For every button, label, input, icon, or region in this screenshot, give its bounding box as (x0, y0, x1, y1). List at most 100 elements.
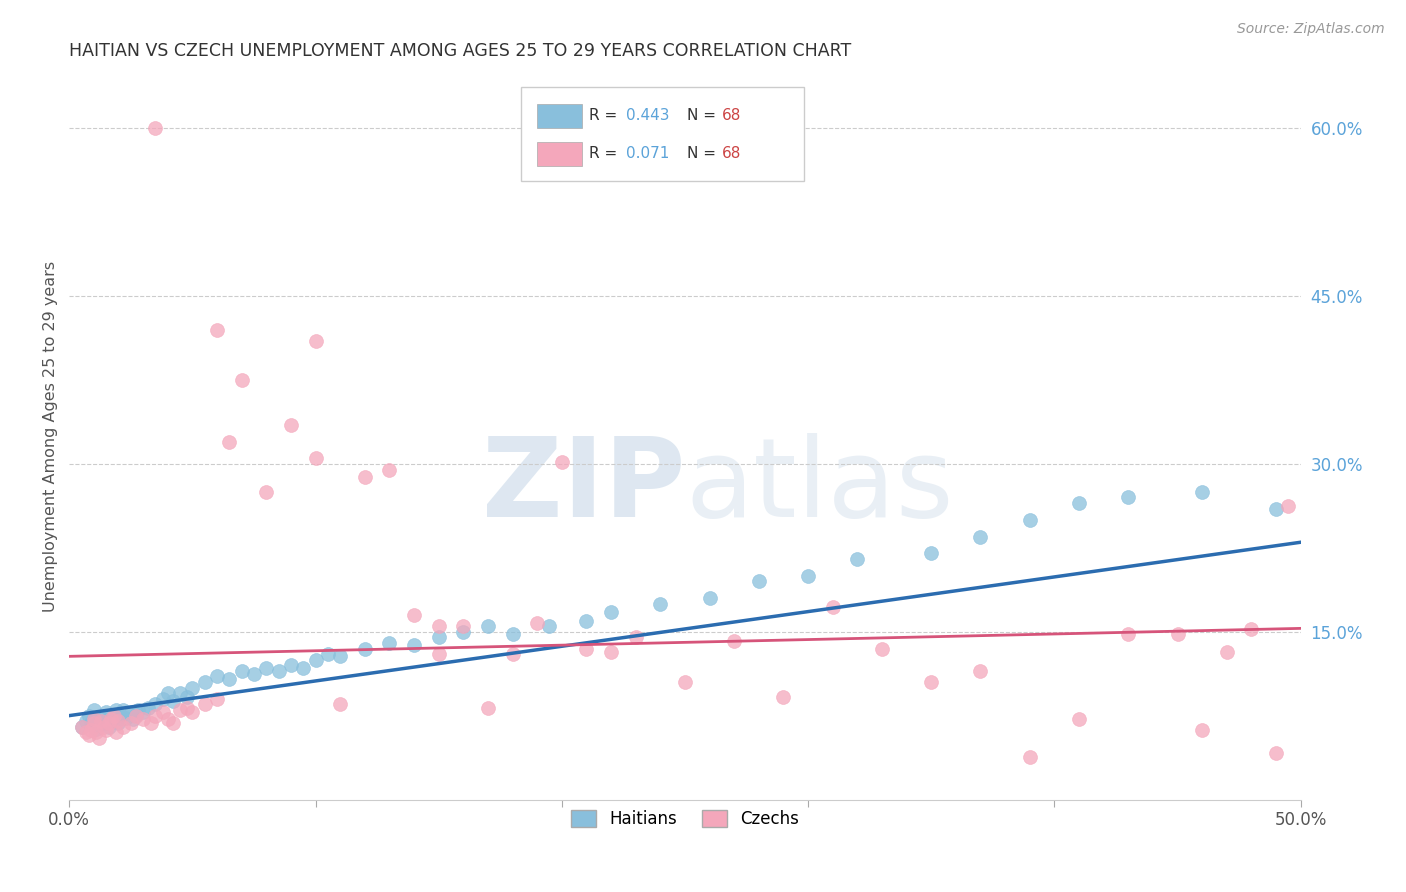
Point (97, 720, 120, 734)
Point (90, 714, 112, 729)
Point (243, 667, 266, 681)
Point (162, 694, 184, 708)
Point (93, 720, 115, 734)
Point (112, 703, 135, 717)
Point (115, 711, 138, 725)
Point (402, 638, 425, 652)
Point (176, 700, 198, 714)
Point (136, 700, 159, 714)
Point (723, 633, 745, 648)
Point (80, 716, 103, 731)
Point (181, 681, 204, 695)
Point (329, 698, 352, 712)
Point (122, 712, 145, 726)
Point (120, 716, 142, 731)
Point (205, 669, 228, 683)
Point (83, 712, 105, 726)
Text: ZIP: ZIP (482, 434, 685, 541)
Point (145, 698, 167, 712)
Text: HAITIAN VS CZECH UNEMPLOYMENT AMONG AGES 25 TO 29 YEARS CORRELATION CHART: HAITIAN VS CZECH UNEMPLOYMENT AMONG AGES… (69, 42, 852, 60)
Point (181, 706, 204, 720)
Point (353, 641, 375, 656)
Point (145, 121, 167, 136)
Point (304, 451, 326, 466)
Point (76, 714, 98, 729)
Point (218, 672, 240, 686)
Point (280, 417, 302, 432)
Point (280, 658, 302, 673)
Point (378, 462, 401, 476)
Point (427, 647, 450, 661)
Text: 0.443: 0.443 (626, 108, 669, 123)
Text: R =: R = (589, 108, 621, 123)
Text: Source: ZipAtlas.com: Source: ZipAtlas.com (1237, 22, 1385, 37)
Point (624, 630, 647, 644)
Point (575, 614, 598, 628)
Point (969, 664, 991, 678)
Point (502, 647, 524, 661)
Point (538, 619, 561, 633)
Point (76, 725, 98, 739)
Point (600, 605, 623, 619)
Point (86, 722, 108, 736)
Point (152, 706, 174, 720)
Point (169, 703, 191, 717)
Point (205, 691, 228, 706)
Point (1018, 750, 1040, 764)
Point (1166, 627, 1188, 641)
Point (77, 728, 100, 742)
Point (127, 703, 149, 717)
Point (231, 664, 253, 678)
Point (218, 434, 240, 449)
Y-axis label: Unemployment Among Ages 25 to 29 years: Unemployment Among Ages 25 to 29 years (44, 260, 58, 612)
Point (96, 712, 118, 726)
Point (551, 455, 574, 469)
Text: 0.071: 0.071 (626, 145, 669, 161)
Point (427, 619, 450, 633)
Point (477, 619, 499, 633)
Point (699, 591, 721, 606)
Point (93, 716, 115, 731)
Point (107, 716, 129, 731)
Point (292, 660, 315, 674)
Point (1191, 484, 1213, 499)
Point (145, 708, 167, 723)
Point (1191, 723, 1213, 738)
Point (125, 707, 148, 722)
FancyBboxPatch shape (522, 87, 804, 181)
Point (120, 706, 142, 720)
Point (304, 334, 326, 348)
Point (156, 686, 179, 700)
Point (176, 690, 198, 704)
Point (821, 600, 844, 615)
Text: N =: N = (688, 145, 721, 161)
Point (70, 720, 93, 734)
Point (1240, 623, 1263, 637)
Point (83, 703, 105, 717)
Point (1018, 513, 1040, 527)
Point (169, 686, 191, 700)
Point (100, 712, 122, 726)
Text: atlas: atlas (685, 434, 953, 541)
Point (502, 627, 524, 641)
Point (920, 675, 942, 690)
Point (103, 708, 125, 723)
Legend: Haitians, Czechs: Haitians, Czechs (564, 804, 806, 835)
Point (112, 720, 135, 734)
FancyBboxPatch shape (537, 142, 582, 166)
Point (105, 725, 128, 739)
Point (920, 546, 942, 560)
Point (107, 714, 129, 729)
Point (797, 569, 820, 583)
Point (526, 615, 548, 630)
Point (103, 708, 125, 723)
Point (1116, 491, 1139, 505)
Point (1265, 501, 1288, 516)
Point (772, 690, 794, 704)
Point (125, 708, 148, 723)
Point (1265, 746, 1288, 760)
Point (132, 712, 155, 726)
Point (427, 630, 450, 644)
Point (870, 641, 893, 656)
Point (86, 725, 108, 739)
